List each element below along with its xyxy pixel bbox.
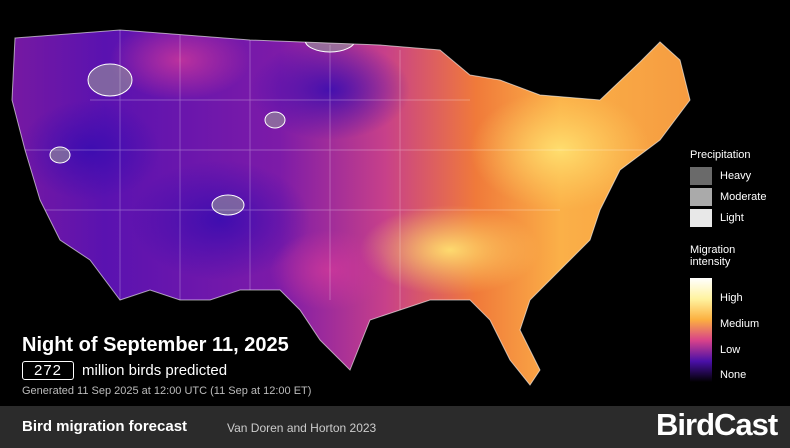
legend-item: Heavy bbox=[720, 170, 752, 182]
legend-item: Low bbox=[720, 344, 741, 356]
footer-title: Bird migration forecast bbox=[22, 418, 188, 435]
precip-swatches bbox=[690, 167, 712, 227]
legend-item: Moderate bbox=[720, 191, 767, 203]
night-title: Night of September 11, 2025 bbox=[22, 334, 289, 356]
legend-title: Migration intensity bbox=[690, 244, 736, 268]
legend-item: None bbox=[720, 369, 747, 381]
generated-note: Generated 11 Sep 2025 at 12:00 UTC (11 S… bbox=[22, 385, 312, 397]
legend-item: Medium bbox=[720, 318, 760, 330]
legend-title: Precipitation bbox=[690, 149, 751, 161]
footer-bar bbox=[0, 406, 790, 448]
count-label: million birds predicted bbox=[82, 362, 228, 379]
intensity-colorbar bbox=[690, 278, 712, 382]
legend-item: High bbox=[720, 292, 743, 304]
legend-item: Light bbox=[720, 212, 744, 224]
count-value: 272 bbox=[22, 361, 74, 380]
bird-count: 272 million birds predicted bbox=[22, 361, 227, 380]
footer-credit: Van Doren and Horton 2023 bbox=[227, 421, 377, 435]
brand-logo: BirdCast bbox=[656, 407, 778, 442]
